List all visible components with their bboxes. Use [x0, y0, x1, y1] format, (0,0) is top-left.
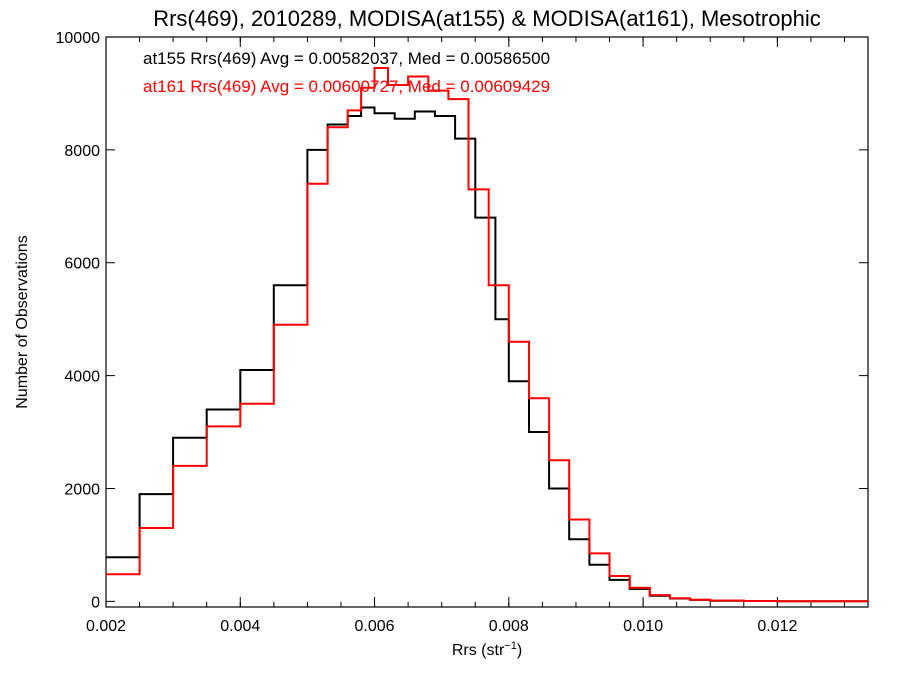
legend-entry-at161: at161 Rrs(469) Avg = 0.00600727, Med = 0…: [143, 77, 550, 96]
legend-entry-at155: at155 Rrs(469) Avg = 0.00582037, Med = 0…: [143, 49, 550, 68]
x-tick-label: 0.002: [86, 618, 126, 635]
legend: at155 Rrs(469) Avg = 0.00582037, Med = 0…: [143, 49, 550, 96]
x-axis-label: Rrs (str−1): [452, 640, 522, 659]
series-layer: [106, 67, 868, 603]
x-tick-label: 0.012: [757, 618, 797, 635]
x-axis-label-main: Rrs (str: [452, 642, 505, 659]
y-tick-label: 6000: [64, 256, 100, 273]
y-tick-label: 10000: [56, 30, 101, 47]
y-tick-label: 4000: [64, 369, 100, 386]
series-at155-line: [106, 106, 868, 603]
y-tick-label: 8000: [64, 143, 100, 160]
y-tick-label: 2000: [64, 481, 100, 498]
y-tick-label: 0: [91, 594, 100, 611]
x-tick-label: 0.010: [623, 618, 663, 635]
series-at161-line: [106, 67, 868, 603]
x-axis-label-suffix: ): [517, 642, 522, 659]
x-tick-label: 0.006: [355, 618, 395, 635]
x-tick-label: 0.004: [220, 618, 260, 635]
y-axis-label: Number of Observations: [14, 235, 31, 408]
x-axis-label-superscript: −1: [504, 640, 517, 652]
x-tick-label: 0.008: [489, 618, 529, 635]
chart-title: Rrs(469), 2010289, MODISA(at155) & MODIS…: [153, 6, 821, 31]
x-axis: 0.002 0.004 0.006 0.008 0.010 0.012: [86, 37, 846, 635]
plot-frame: [105, 36, 869, 608]
y-axis: 0 2000 4000 6000 8000 10000: [56, 30, 868, 611]
